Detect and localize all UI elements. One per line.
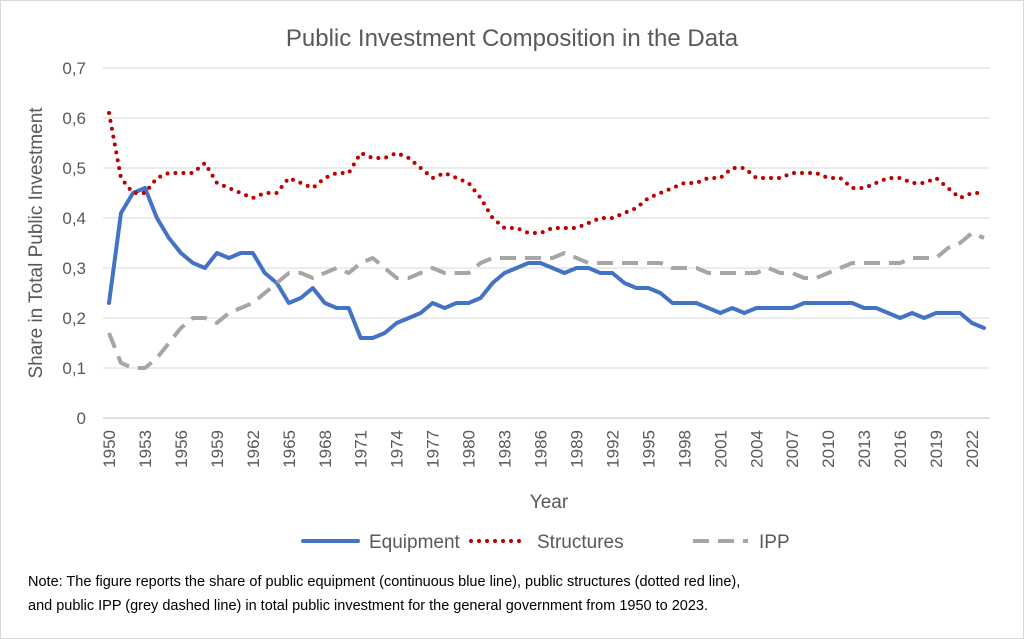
x-tick-label: 1998 (675, 430, 694, 468)
y-tick-label: 0,6 (62, 109, 86, 128)
x-tick-label: 1953 (136, 430, 155, 468)
y-tick-label: 0,7 (62, 59, 86, 78)
legend-label-ipp: IPP (759, 532, 790, 553)
x-tick-label: 1989 (567, 430, 586, 468)
x-tick-label: 2007 (783, 430, 802, 468)
y-tick-label: 0,4 (62, 209, 86, 228)
figure-note: Note: The figure reports the share of pu… (28, 570, 988, 618)
x-tick-label: 1962 (244, 430, 263, 468)
y-tick-label: 0,1 (62, 359, 86, 378)
y-tick-label: 0,2 (62, 309, 86, 328)
x-tick-label: 1950 (100, 430, 119, 468)
x-tick-label: 1983 (496, 430, 515, 468)
x-tick-label: 2010 (819, 430, 838, 468)
chart-title: Public Investment Composition in the Dat… (286, 25, 739, 52)
series-line-structures (107, 111, 986, 235)
x-tick-label: 1956 (172, 430, 191, 468)
x-tick-label: 1992 (603, 430, 622, 468)
x-tick-label: 2019 (927, 430, 946, 468)
x-axis-label: Year (530, 492, 569, 513)
gridlines (103, 67, 990, 369)
x-tick-label: 1977 (424, 430, 443, 468)
x-tick-label: 1959 (208, 430, 227, 468)
x-tick-label: 1965 (280, 430, 299, 468)
line-chart: Public Investment Composition in the Dat… (26, 25, 990, 553)
x-tick-label: 1980 (460, 430, 479, 468)
note-line-1: Note: The figure reports the share of pu… (28, 574, 741, 590)
y-tick-label: 0,3 (62, 259, 86, 278)
y-axis-ticks: 0 0,1 0,2 0,3 0,4 0,5 0,6 0,7 (62, 59, 86, 428)
x-tick-label: 2001 (711, 430, 730, 468)
x-tick-label: 2022 (963, 430, 982, 468)
series-line-equipment (107, 186, 986, 340)
x-tick-label: 2004 (747, 430, 766, 468)
x-tick-label: 2016 (891, 430, 910, 468)
y-axis-label: Share in Total Public Investment (26, 107, 47, 379)
x-axis-ticks: 1950 1953 1956 1959 1962 1965 1968 1971 1974 1977… (100, 430, 982, 468)
legend-label-equipment: Equipment (369, 532, 461, 553)
series-lines (107, 111, 986, 370)
x-tick-label: 1968 (316, 430, 335, 468)
y-tick-label: 0 (77, 409, 86, 428)
note-line-2: and public IPP (grey dashed line) in tot… (28, 598, 709, 614)
y-tick-label: 0,5 (62, 159, 86, 178)
legend: Equipment Structures IPP (301, 532, 790, 553)
x-tick-label: 1986 (532, 430, 551, 468)
x-tick-label: 1974 (388, 430, 407, 468)
x-tick-label: 1971 (352, 430, 371, 468)
x-tick-label: 2013 (855, 430, 874, 468)
x-tick-label: 1995 (639, 430, 658, 468)
legend-label-structures: Structures (537, 532, 624, 553)
